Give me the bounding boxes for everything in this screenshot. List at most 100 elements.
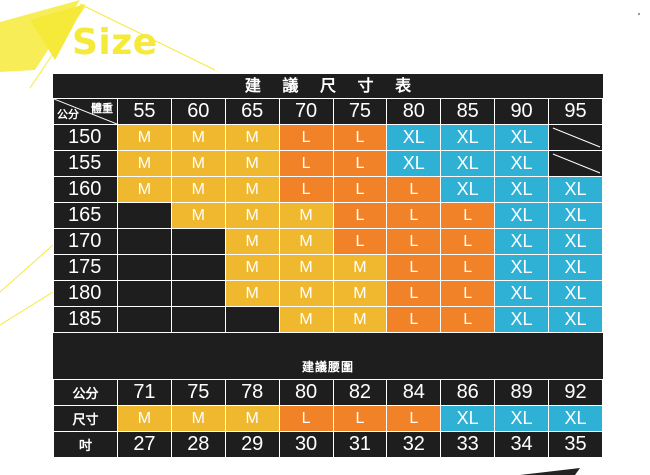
waist-cm-row: 公分 71 75 78 80 82 84 86 89 92 (53, 379, 603, 406)
waist-size-value: M (170, 405, 226, 432)
size-cell: M (170, 202, 226, 229)
height-label: 160 (53, 176, 118, 203)
size-cell: L (440, 228, 496, 255)
size-cell: L (332, 202, 388, 229)
size-cell: L (386, 176, 442, 203)
size-cell: M (224, 202, 280, 229)
waist-title: 建議腰圍 (53, 355, 603, 379)
size-cell: M (332, 280, 388, 307)
waist-size-value: L (332, 405, 388, 432)
size-row: 165 M M M L L L XL XL (53, 202, 603, 229)
size-cell: L (440, 254, 496, 281)
size-cell: M (278, 228, 334, 255)
size-heading: Size (72, 22, 158, 63)
weight-header: 65 (224, 98, 280, 125)
size-row: 150 M M M L L XL XL XL (53, 124, 603, 151)
empty-cell (117, 306, 172, 333)
size-cell: L (332, 124, 388, 151)
size-cell: M (117, 124, 172, 151)
size-cell: M (278, 202, 334, 229)
size-cell: M (278, 280, 334, 307)
weight-header: 80 (386, 98, 442, 125)
waist-inch-value: 27 (117, 431, 172, 458)
empty-cell (224, 306, 280, 333)
empty-cell (170, 306, 226, 333)
waist-inch-value: 29 (224, 431, 280, 458)
size-cell: XL (440, 124, 496, 151)
weight-header: 70 (278, 98, 334, 125)
size-cell: L (278, 150, 334, 177)
size-cell: L (386, 228, 442, 255)
waist-cm-value: 86 (440, 379, 496, 406)
size-table: 體重 公分 55 60 65 70 75 80 85 90 95 150 M M M L L XL XL XL 155 M… (53, 98, 603, 333)
size-cell: L (332, 228, 388, 255)
waist-size-row: 尺寸 M M M L L L XL XL XL (53, 405, 603, 432)
size-cell: XL (548, 228, 603, 255)
size-row: 155 M M M L L XL XL XL (53, 150, 603, 177)
waist-table: 公分 71 75 78 80 82 84 86 89 92 尺寸 M M M L L L XL XL XL 吋 27 28 2… (53, 379, 603, 458)
waist-size-value: XL (548, 405, 603, 432)
waist-inch-value: 35 (548, 431, 603, 458)
size-cell: XL (494, 124, 549, 151)
size-cell: M (117, 150, 172, 177)
size-cell: XL (494, 228, 549, 255)
size-cell: L (332, 176, 388, 203)
height-label: 180 (53, 280, 118, 307)
empty-cell (117, 254, 172, 281)
size-cell: M (224, 280, 280, 307)
size-row: 175 M M M L L XL XL (53, 254, 603, 281)
empty-cell (117, 280, 172, 307)
size-cell: M (170, 176, 226, 203)
height-label: 185 (53, 306, 118, 333)
size-cell: L (278, 124, 334, 151)
waist-inch-row: 吋 27 28 29 30 31 32 33 34 35 (53, 431, 603, 458)
size-cell: XL (548, 202, 603, 229)
waist-cm-value: 82 (332, 379, 388, 406)
size-cell: L (440, 306, 496, 333)
height-label: 150 (53, 124, 118, 151)
weight-header: 75 (332, 98, 388, 125)
waist-inch-value: 31 (332, 431, 388, 458)
weight-header: 60 (170, 98, 226, 125)
size-cell: XL (386, 150, 442, 177)
size-cell: M (224, 150, 280, 177)
size-cell: XL (494, 280, 549, 307)
waist-cm-value: 89 (494, 379, 549, 406)
size-cell: XL (440, 150, 496, 177)
corner-cell: 體重 公分 (53, 98, 118, 125)
empty-cell (117, 202, 172, 229)
size-chart: 建 議 尺 寸 表 體重 公分 55 60 65 70 75 80 85 90 95 150 M M M L L… (53, 74, 603, 458)
size-cell: M (278, 254, 334, 281)
size-cell: M (117, 176, 172, 203)
waist-size-value: XL (440, 405, 496, 432)
size-cell: M (224, 228, 280, 255)
unavailable-cell (548, 124, 603, 151)
unavailable-cell (548, 150, 603, 177)
waist-size-value: M (117, 405, 172, 432)
size-cell: M (278, 306, 334, 333)
empty-cell (170, 280, 226, 307)
size-row: 160 M M M L L L XL XL XL (53, 176, 603, 203)
weight-header: 90 (494, 98, 549, 125)
waist-cm-value: 80 (278, 379, 334, 406)
size-cell: L (332, 150, 388, 177)
weight-header: 55 (117, 98, 172, 125)
waist-inch-value: 33 (440, 431, 496, 458)
waist-size-value: L (278, 405, 334, 432)
waist-inch-value: 30 (278, 431, 334, 458)
empty-cell (170, 254, 226, 281)
size-cell: XL (548, 254, 603, 281)
size-cell: XL (494, 176, 549, 203)
waist-size-value: M (224, 405, 280, 432)
waist-size-value: L (386, 405, 442, 432)
size-row: 180 M M M L L XL XL (53, 280, 603, 307)
size-cell: XL (386, 124, 442, 151)
size-cell: L (440, 202, 496, 229)
size-cell: XL (494, 150, 549, 177)
size-row: 185 M M L L XL XL (53, 306, 603, 333)
waist-cm-value: 78 (224, 379, 280, 406)
waist-inch-value: 32 (386, 431, 442, 458)
size-cell: XL (494, 254, 549, 281)
size-cell: XL (548, 176, 603, 203)
size-cell: XL (548, 306, 603, 333)
